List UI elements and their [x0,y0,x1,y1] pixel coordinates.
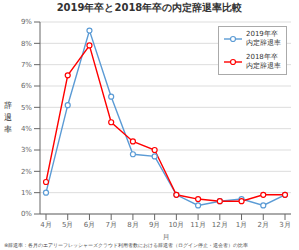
html-text:2019年卒 内定辞退率: 2019年卒 内定辞退率 [246,30,281,47]
svg-text:0%: 0% [21,210,32,218]
html-text:辞 退 率: 辞 退 率 [4,101,12,134]
svg-text:5%: 5% [21,104,32,112]
html-text:2018年卒 内定辞退率: 2018年卒 内定辞退率 [246,53,281,70]
svg-text:5月: 5月 [62,221,73,229]
svg-text:7%: 7% [21,61,32,69]
svg-text:9%: 9% [21,18,32,26]
svg-text:6月: 6月 [84,221,95,229]
svg-text:10月: 10月 [168,221,184,229]
html-text:2019年卒と2018年卒の内定辞退率比較: 2019年卒と2018年卒の内定辞退率比較 [56,2,243,13]
svg-text:2%: 2% [21,168,32,176]
html-text:※辞退率：各月のエアリーフレッシャーズクラウド利用者数におけ: ※辞退率：各月のエアリーフレッシャーズクラウド利用者数における辞退者（ログイン停… [4,242,249,248]
svg-text:1月: 1月 [236,221,247,229]
svg-text:8月: 8月 [127,221,138,229]
svg-text:12月: 12月 [212,221,228,229]
svg-text:3%: 3% [21,146,32,154]
svg-text:1%: 1% [21,189,32,197]
svg-text:4月: 4月 [40,221,51,229]
svg-text:8%: 8% [21,40,32,48]
svg-text:3月: 3月 [279,221,290,229]
svg-text:月: 月 [162,233,170,240]
svg-text:4%: 4% [21,125,32,133]
svg-text:7月: 7月 [105,221,116,229]
svg-text:6%: 6% [21,82,32,90]
svg-text:2月: 2月 [258,221,269,229]
svg-text:11月: 11月 [190,221,206,229]
svg-text:9月: 9月 [149,221,160,229]
